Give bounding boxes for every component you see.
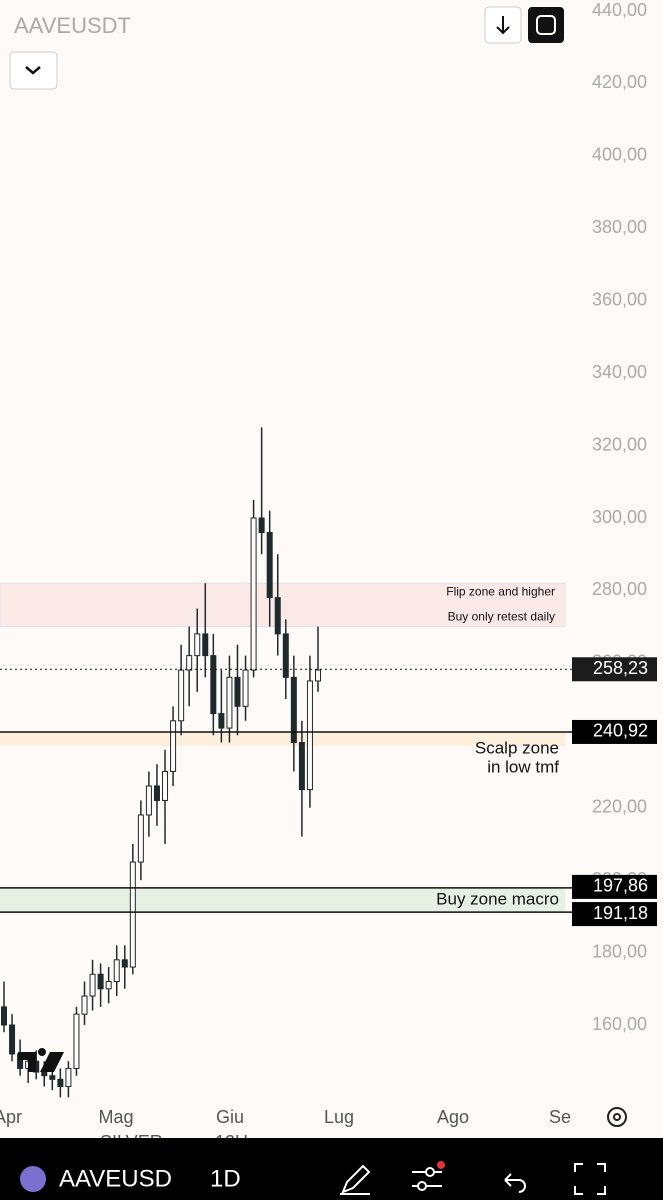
- bottom-toolbar: [0, 1138, 663, 1200]
- y-tick-label: 420,00: [592, 72, 647, 92]
- candle-body: [113, 959, 120, 983]
- candle-body: [266, 531, 273, 599]
- candle-body: [178, 669, 185, 722]
- y-tick-label: 360,00: [592, 289, 647, 309]
- candle-body: [57, 1078, 64, 1088]
- chevron-icon: [25, 66, 41, 75]
- candle-body: [210, 655, 217, 715]
- candle-body: [1, 1006, 7, 1026]
- fullscreen-toggle[interactable]: [574, 1163, 606, 1195]
- toolbar-interval[interactable]: 1D: [210, 1165, 241, 1192]
- candle-body: [145, 785, 152, 816]
- price-label-box: [572, 874, 657, 899]
- y-tick-label: 180,00: [592, 941, 647, 961]
- candle-body: [186, 655, 193, 671]
- candle-body: [258, 517, 265, 533]
- price-label-box: [572, 657, 657, 682]
- x-tick-label: Apr: [0, 1107, 22, 1127]
- candle-body: [129, 861, 136, 968]
- y-tick-label: 320,00: [592, 434, 647, 454]
- candle-body: [194, 633, 201, 657]
- fullscreen-button[interactable]: [528, 7, 564, 43]
- y-tick-label: 340,00: [592, 362, 647, 382]
- fullscreen-icon: [536, 15, 556, 35]
- candle-body: [49, 1075, 56, 1080]
- price-label: 240,92: [593, 721, 648, 741]
- collapse-button[interactable]: [9, 51, 58, 90]
- candle-body: [121, 959, 128, 968]
- zone-label: Buy zone macro: [436, 889, 559, 908]
- x-tick-label: Giu: [216, 1107, 244, 1127]
- y-tick-label: 220,00: [592, 796, 647, 816]
- y-tick-label: 380,00: [592, 217, 647, 237]
- logo: [18, 1048, 64, 1072]
- price-label: 258,23: [593, 658, 648, 678]
- candle-body: [218, 713, 225, 729]
- price-label-box: [572, 902, 657, 927]
- candle-body: [250, 517, 257, 671]
- zone-label: Scalp zone: [475, 738, 559, 757]
- settings-button[interactable]: [607, 1107, 627, 1127]
- candle-body: [290, 676, 297, 744]
- draw-button[interactable]: [340, 1164, 371, 1195]
- candle-body: [65, 1067, 72, 1088]
- symbol-title: AAVEUSDT: [14, 13, 131, 38]
- candle-body: [282, 633, 289, 678]
- candle-body: [105, 981, 112, 990]
- candle-body: [242, 669, 249, 707]
- y-tick-label: 160,00: [592, 1014, 647, 1034]
- y-tick-label: 440,00: [592, 0, 647, 20]
- candle-body: [234, 676, 241, 707]
- y-tick-label: 280,00: [592, 579, 647, 599]
- zone: [0, 731, 565, 747]
- price-label: 191,18: [593, 903, 648, 923]
- zone: [0, 582, 566, 628]
- y-tick-label: 400,00: [592, 145, 647, 165]
- x-tick-label: Se: [549, 1107, 571, 1127]
- candle-body: [97, 973, 104, 990]
- candle-body: [226, 676, 233, 729]
- slider-icon: [417, 1181, 427, 1191]
- candle-body: [162, 771, 169, 801]
- candle-body: [41, 1071, 48, 1077]
- x-tick-label: Mag: [98, 1107, 133, 1127]
- candle-body: [315, 669, 321, 682]
- settings-icon: [613, 1113, 621, 1121]
- candle-body: [89, 973, 96, 997]
- arrow-icon: [496, 16, 510, 35]
- zone-label: in low tmf: [487, 757, 559, 776]
- toolbar-symbol[interactable]: AAVEUSD: [59, 1165, 172, 1192]
- candle-body: [170, 720, 177, 772]
- zone-label: Flip zone and higher: [446, 584, 555, 598]
- symbol-icon: [20, 1166, 46, 1192]
- y-tick-label: 300,00: [592, 507, 647, 527]
- candle-body: [81, 995, 88, 1015]
- slider-icon: [425, 1167, 435, 1177]
- x-tick-label: Ago: [437, 1107, 469, 1127]
- candle-body: [153, 785, 160, 801]
- zone-label: Buy only retest daily: [448, 609, 555, 623]
- price-label-box: [572, 719, 657, 744]
- x-tick-label: Lug: [324, 1107, 354, 1127]
- notification-dot: [437, 1161, 445, 1169]
- price-label: 197,86: [593, 876, 648, 896]
- candle-body: [73, 1013, 80, 1069]
- candle-body: [274, 597, 281, 635]
- candle-body: [137, 814, 144, 863]
- candle-body: [298, 742, 305, 791]
- candle-body: [202, 633, 209, 657]
- candle-body: [306, 680, 313, 791]
- zone: [0, 887, 565, 913]
- undo-button[interactable]: [504, 1173, 526, 1193]
- candle-body: [9, 1024, 16, 1055]
